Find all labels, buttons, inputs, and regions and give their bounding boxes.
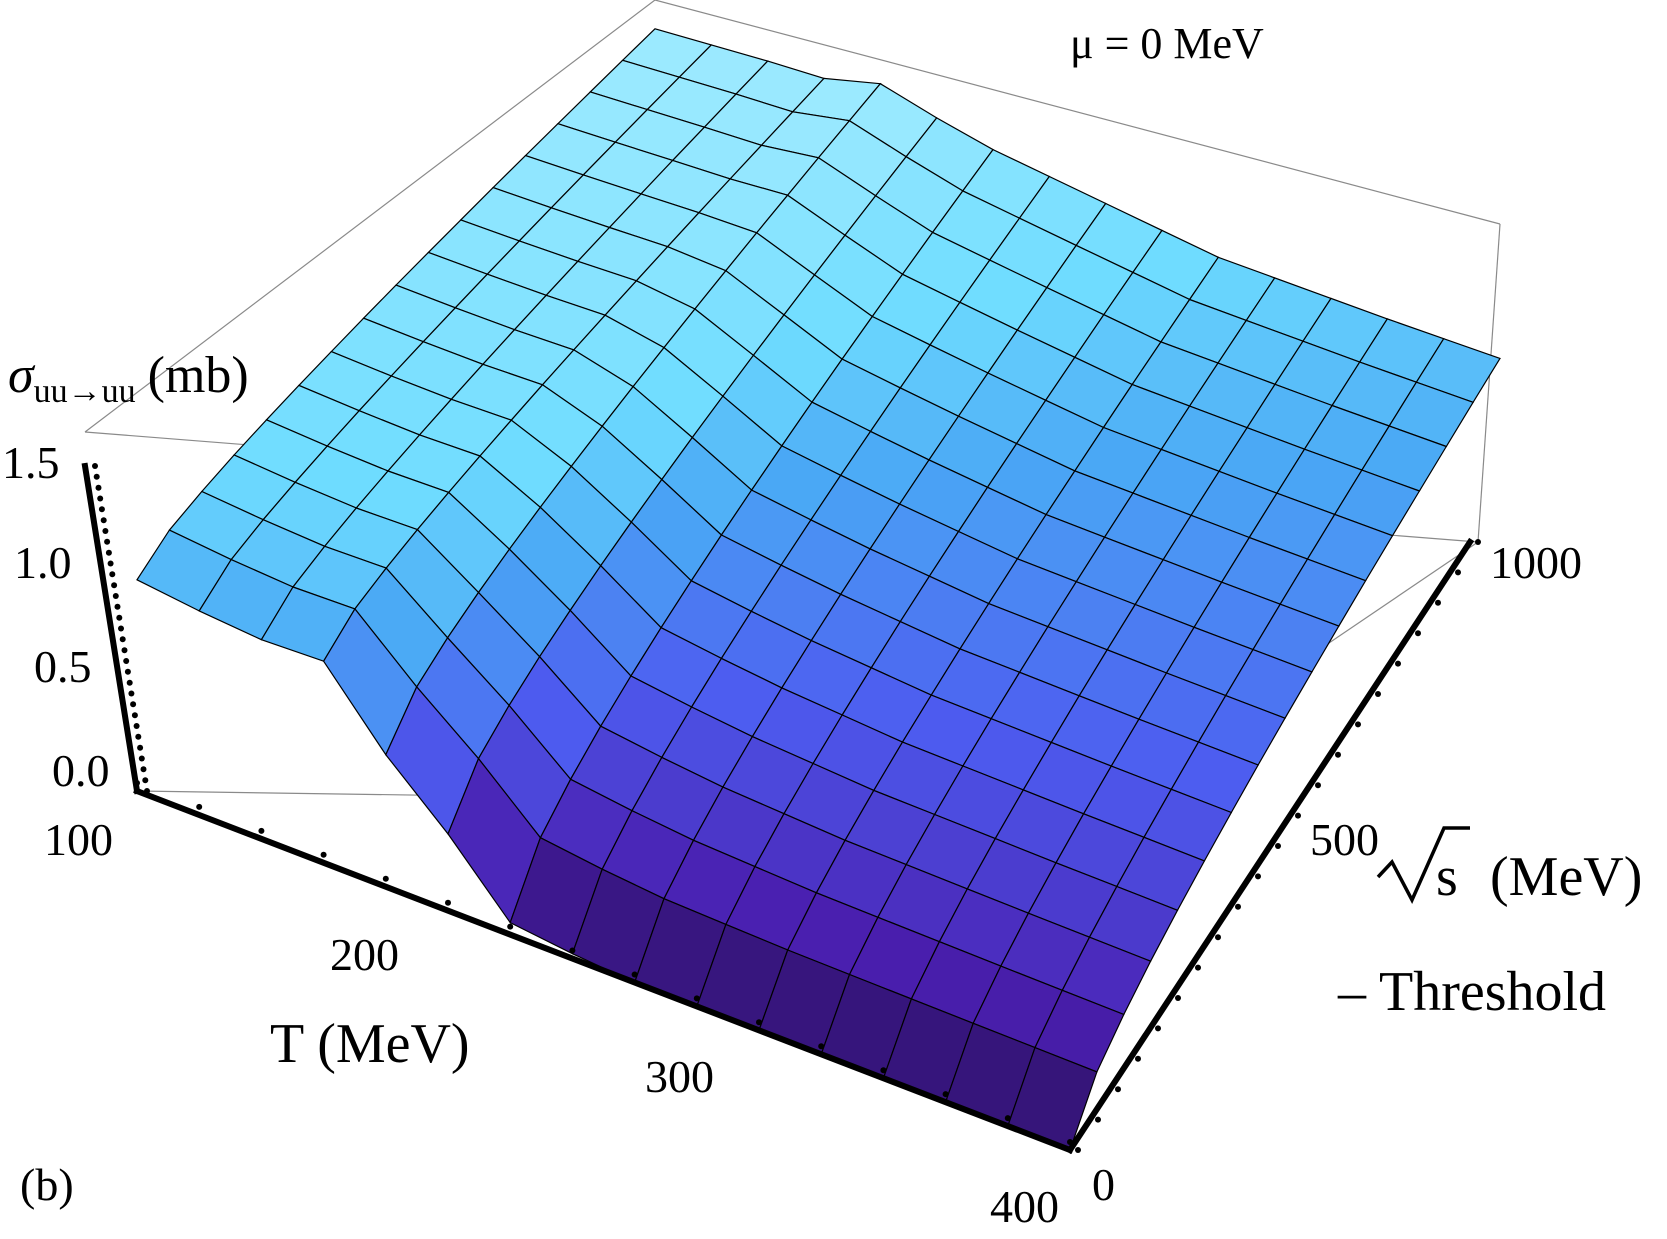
axis-minor-tick [112,593,119,599]
axis-minor-tick [95,484,102,491]
t-tick-400: 400 [990,1181,1059,1232]
axis-minor-tick [131,712,138,719]
axis-minor-tick [134,780,140,786]
z-axis-line [81,462,141,795]
axis-minor-tick [98,506,105,513]
z-label-sigma: σ [8,347,36,404]
axis-minor-tick [92,463,98,469]
axis-minor-tick [1415,630,1421,637]
t-axis-label: T (MeV) [270,1013,470,1075]
z-label-subscript: uu→uu [34,373,136,410]
axis-minor-tick [130,701,137,708]
axis-minor-tick [119,636,126,643]
s-tick-0: 0 [1092,1159,1115,1210]
z-label-unit: (mb) [148,347,249,404]
axis-minor-tick [1475,539,1481,545]
sqrt-sign-icon [1376,826,1470,905]
axis-minor-tick [1004,1115,1011,1122]
t-tick-100: 100 [44,814,113,865]
axis-minor-tick [693,995,700,1002]
s-label-s: s [1436,846,1458,908]
axis-minor-tick [445,899,451,906]
axis-minor-tick [1215,934,1221,941]
axis-minor-tick [1375,691,1381,697]
axis-minor-tick [104,538,111,545]
axis-minor-tick [144,788,150,794]
axis-minor-tick [114,603,121,610]
axis-minor-tick [133,723,140,729]
axis-minor-tick [1175,995,1181,1001]
axis-minor-tick [118,625,124,632]
panel-label: (b) [20,1159,74,1210]
axis-minor-tick [756,1019,762,1026]
axis-minor-tick [1275,843,1281,849]
z-tick-0-0: 0.0 [52,745,110,796]
z-tick-1-0: 1.0 [14,537,72,588]
axis-minor-tick [102,528,109,534]
axis-minor-tick [1295,812,1301,819]
axis-minor-tick [140,766,147,773]
s-label-threshold: – Threshold [1337,961,1606,1023]
axis-minor-tick [1255,873,1261,880]
axis-minor-tick [100,517,107,524]
axis-minor-tick [1195,964,1201,971]
axes [81,462,1475,1155]
axis-minor-tick [111,582,118,589]
t-axis-line [133,787,1074,1154]
axis-minor-tick [116,614,123,621]
z-axis-label: σuu→uu (mb) [8,347,249,410]
axis-minor-tick [1095,1116,1101,1123]
s-tick-1000: 1000 [1490,537,1582,588]
axis-minor-tick [109,571,116,578]
axis-minor-tick [382,875,389,882]
axis-minor-tick [1395,660,1401,667]
axis-minor-tick [1315,782,1321,789]
axis-minor-tick [1135,1055,1141,1062]
axis-minor-tick [107,560,114,567]
axis-minor-tick [258,827,265,834]
axis-minor-tick [320,851,327,858]
axis-minor-tick [880,1067,887,1074]
axis-minor-tick [196,803,203,810]
axis-minor-tick [1115,1086,1121,1093]
axis-minor-tick [818,1043,825,1050]
axis-minor-tick [128,690,135,697]
axis-minor-tick [124,668,131,675]
z-tick-1-5: 1.5 [2,437,60,488]
axis-minor-tick [942,1091,949,1098]
minor-ticks [92,463,1481,1153]
axis-minor-tick [142,777,149,784]
axis-minor-tick [135,733,142,740]
axis-minor-tick [631,971,638,978]
s-tick-500: 500 [1310,814,1379,865]
surface-mesh [136,28,1501,1151]
axis-minor-tick [138,755,145,762]
axis-minor-tick [1455,569,1461,576]
mu-annotation: μ = 0 MeV [1070,19,1264,68]
t-tick-200: 200 [330,929,399,980]
s-label-unit: (MeV) [1490,846,1642,908]
axis-minor-tick [93,473,100,480]
z-tick-0-5: 0.5 [34,641,92,692]
axis-minor-tick [123,658,130,664]
axis-minor-tick [1155,1025,1161,1032]
axis-minor-tick [1075,1147,1081,1153]
s-axis-label: s (MeV) – Threshold [1337,826,1642,1023]
t-tick-300: 300 [645,1051,714,1102]
axis-minor-tick [105,549,112,556]
axis-minor-tick [1335,751,1341,758]
axis-minor-tick [1355,721,1361,728]
axis-minor-tick [1235,903,1241,910]
axis-minor-tick [121,647,128,654]
axis-minor-tick [1435,599,1441,606]
axis-minor-tick [137,744,144,751]
axis-minor-tick [569,947,576,954]
axis-minor-tick [1067,1139,1073,1145]
axis-minor-tick [126,679,133,686]
axis-minor-tick [507,923,514,930]
axis-minor-tick [97,495,104,502]
s-axis-line [1065,537,1475,1155]
